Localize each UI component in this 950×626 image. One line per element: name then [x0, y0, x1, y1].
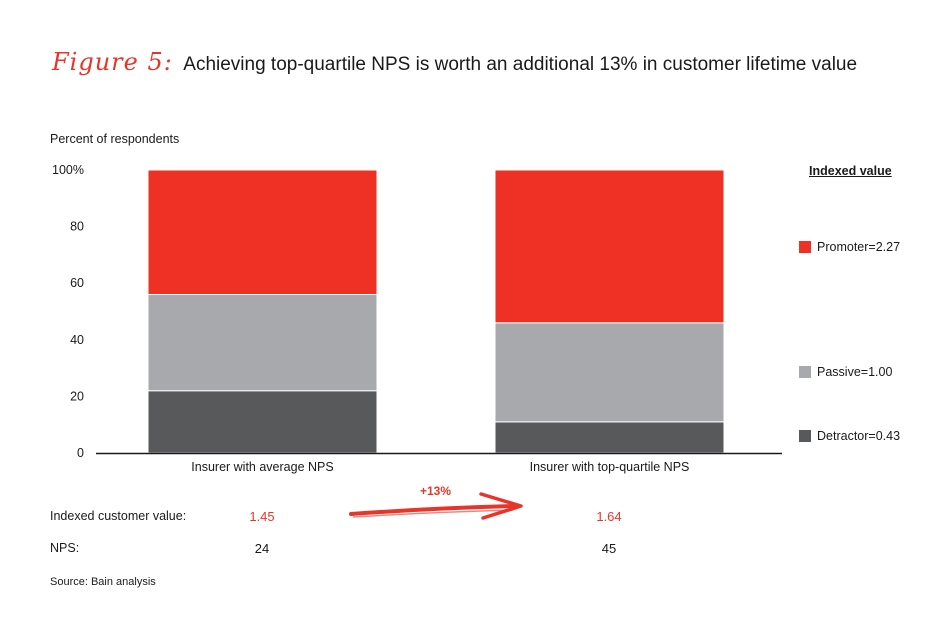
- legend-label-detractor: Detractor=0.43: [817, 429, 901, 443]
- legend-item-detractor: Detractor=0.43: [799, 429, 900, 443]
- figure-label: Figure 5:: [52, 48, 173, 76]
- y-tick-label: 0: [77, 446, 84, 460]
- legend-swatch-passive: [799, 366, 811, 378]
- source-note: Source: Bain analysis: [50, 576, 156, 588]
- legend-item-passive: Passive=1.00: [799, 365, 892, 379]
- bar-segment-promoter: [147, 169, 378, 296]
- legend-title: Indexed value: [809, 164, 892, 178]
- bar-segment-detractor: [494, 421, 725, 454]
- x-tick-label: Insurer with top-quartile NPS: [530, 460, 690, 474]
- y-tick-label: 100%: [52, 163, 84, 177]
- legend-item-promoter: Promoter=2.27: [799, 240, 900, 254]
- customer-value-average: 1.45: [249, 509, 275, 524]
- legend-label-promoter: Promoter=2.27: [817, 240, 901, 254]
- bar-segment-passive: [494, 322, 725, 423]
- figure-title-text: Achieving top-quartile NPS is worth an a…: [183, 54, 858, 75]
- legend-swatch-detractor: [799, 430, 811, 442]
- nps-value-average: 24: [254, 541, 270, 556]
- figure-title: Figure 5: Achieving top-quartile NPS is …: [52, 48, 857, 76]
- y-tick-label: 80: [70, 220, 84, 234]
- y-axis-label: Percent of respondents: [50, 132, 180, 146]
- nps-value-top-quartile: 45: [601, 541, 617, 556]
- uplift-label: +13%: [420, 484, 452, 498]
- y-tick-label: 40: [70, 333, 84, 347]
- y-tick-label: 20: [70, 389, 84, 403]
- nps-label: NPS:: [50, 541, 80, 555]
- bar-segment-detractor: [147, 390, 378, 454]
- customer-value-label: Indexed customer value:: [50, 509, 187, 523]
- bar-segment-passive: [147, 294, 378, 392]
- bar-segment-promoter: [494, 169, 725, 324]
- y-tick-label: 60: [70, 276, 84, 290]
- customer-value-top-quartile: 1.64: [596, 509, 622, 524]
- uplift-arrow-icon: [349, 492, 523, 520]
- legend-swatch-promoter: [799, 241, 811, 253]
- x-tick-label: Insurer with average NPS: [191, 460, 333, 474]
- legend-label-passive: Passive=1.00: [817, 365, 893, 379]
